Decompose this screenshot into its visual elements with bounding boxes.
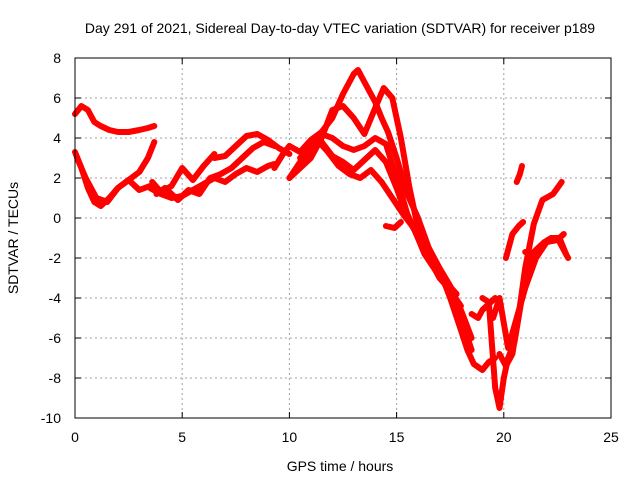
series-track-1 (72, 103, 158, 135)
series-track-17 (502, 219, 527, 261)
y-tick-label: 0 (53, 210, 61, 226)
x-tick-label: 0 (71, 429, 79, 445)
series-track-3 (74, 155, 153, 205)
y-tick-label: -8 (49, 370, 62, 386)
plot-area (72, 67, 572, 411)
y-tick-label: 2 (53, 170, 61, 186)
x-tick-label: 5 (178, 429, 186, 445)
series-track-6 (149, 151, 218, 195)
y-tick-label: -2 (49, 250, 62, 266)
x-tick-label: 20 (496, 429, 512, 445)
y-tick-label: 8 (53, 50, 61, 66)
series-track-7 (211, 131, 293, 161)
x-tick-label: 10 (282, 429, 298, 445)
axes: 0 5 10 15 20 25 -10 -8 -6 -4 -2 0 2 4 6 8 (41, 50, 619, 445)
y-tick-label: -4 (49, 290, 62, 306)
y-tick-label: -10 (41, 410, 61, 426)
y-axis-title: SDTVAR / TECUs (5, 182, 21, 294)
series-track-19 (522, 235, 569, 257)
y-tick-label: 4 (53, 130, 61, 146)
chart-title: Day 291 of 2021, Sidereal Day-to-day VTE… (85, 20, 595, 36)
series-track-12 (303, 137, 460, 297)
plot-frame (74, 57, 612, 419)
series-track-20 (468, 295, 499, 321)
series-track-18 (513, 163, 525, 185)
y-tick-label: -6 (49, 330, 62, 346)
series-track-11 (286, 139, 475, 341)
x-tick-label: 25 (603, 429, 619, 445)
series-track-5 (153, 139, 278, 203)
x-axis-title: GPS time / hours (287, 458, 394, 474)
x-tick-label: 15 (389, 429, 405, 445)
series-track-15 (496, 179, 565, 369)
y-tick-label: 6 (53, 90, 61, 106)
series-track-13 (382, 219, 404, 231)
series-track-14 (479, 231, 567, 411)
series-track-8 (271, 67, 499, 373)
series-track-9 (286, 85, 475, 353)
